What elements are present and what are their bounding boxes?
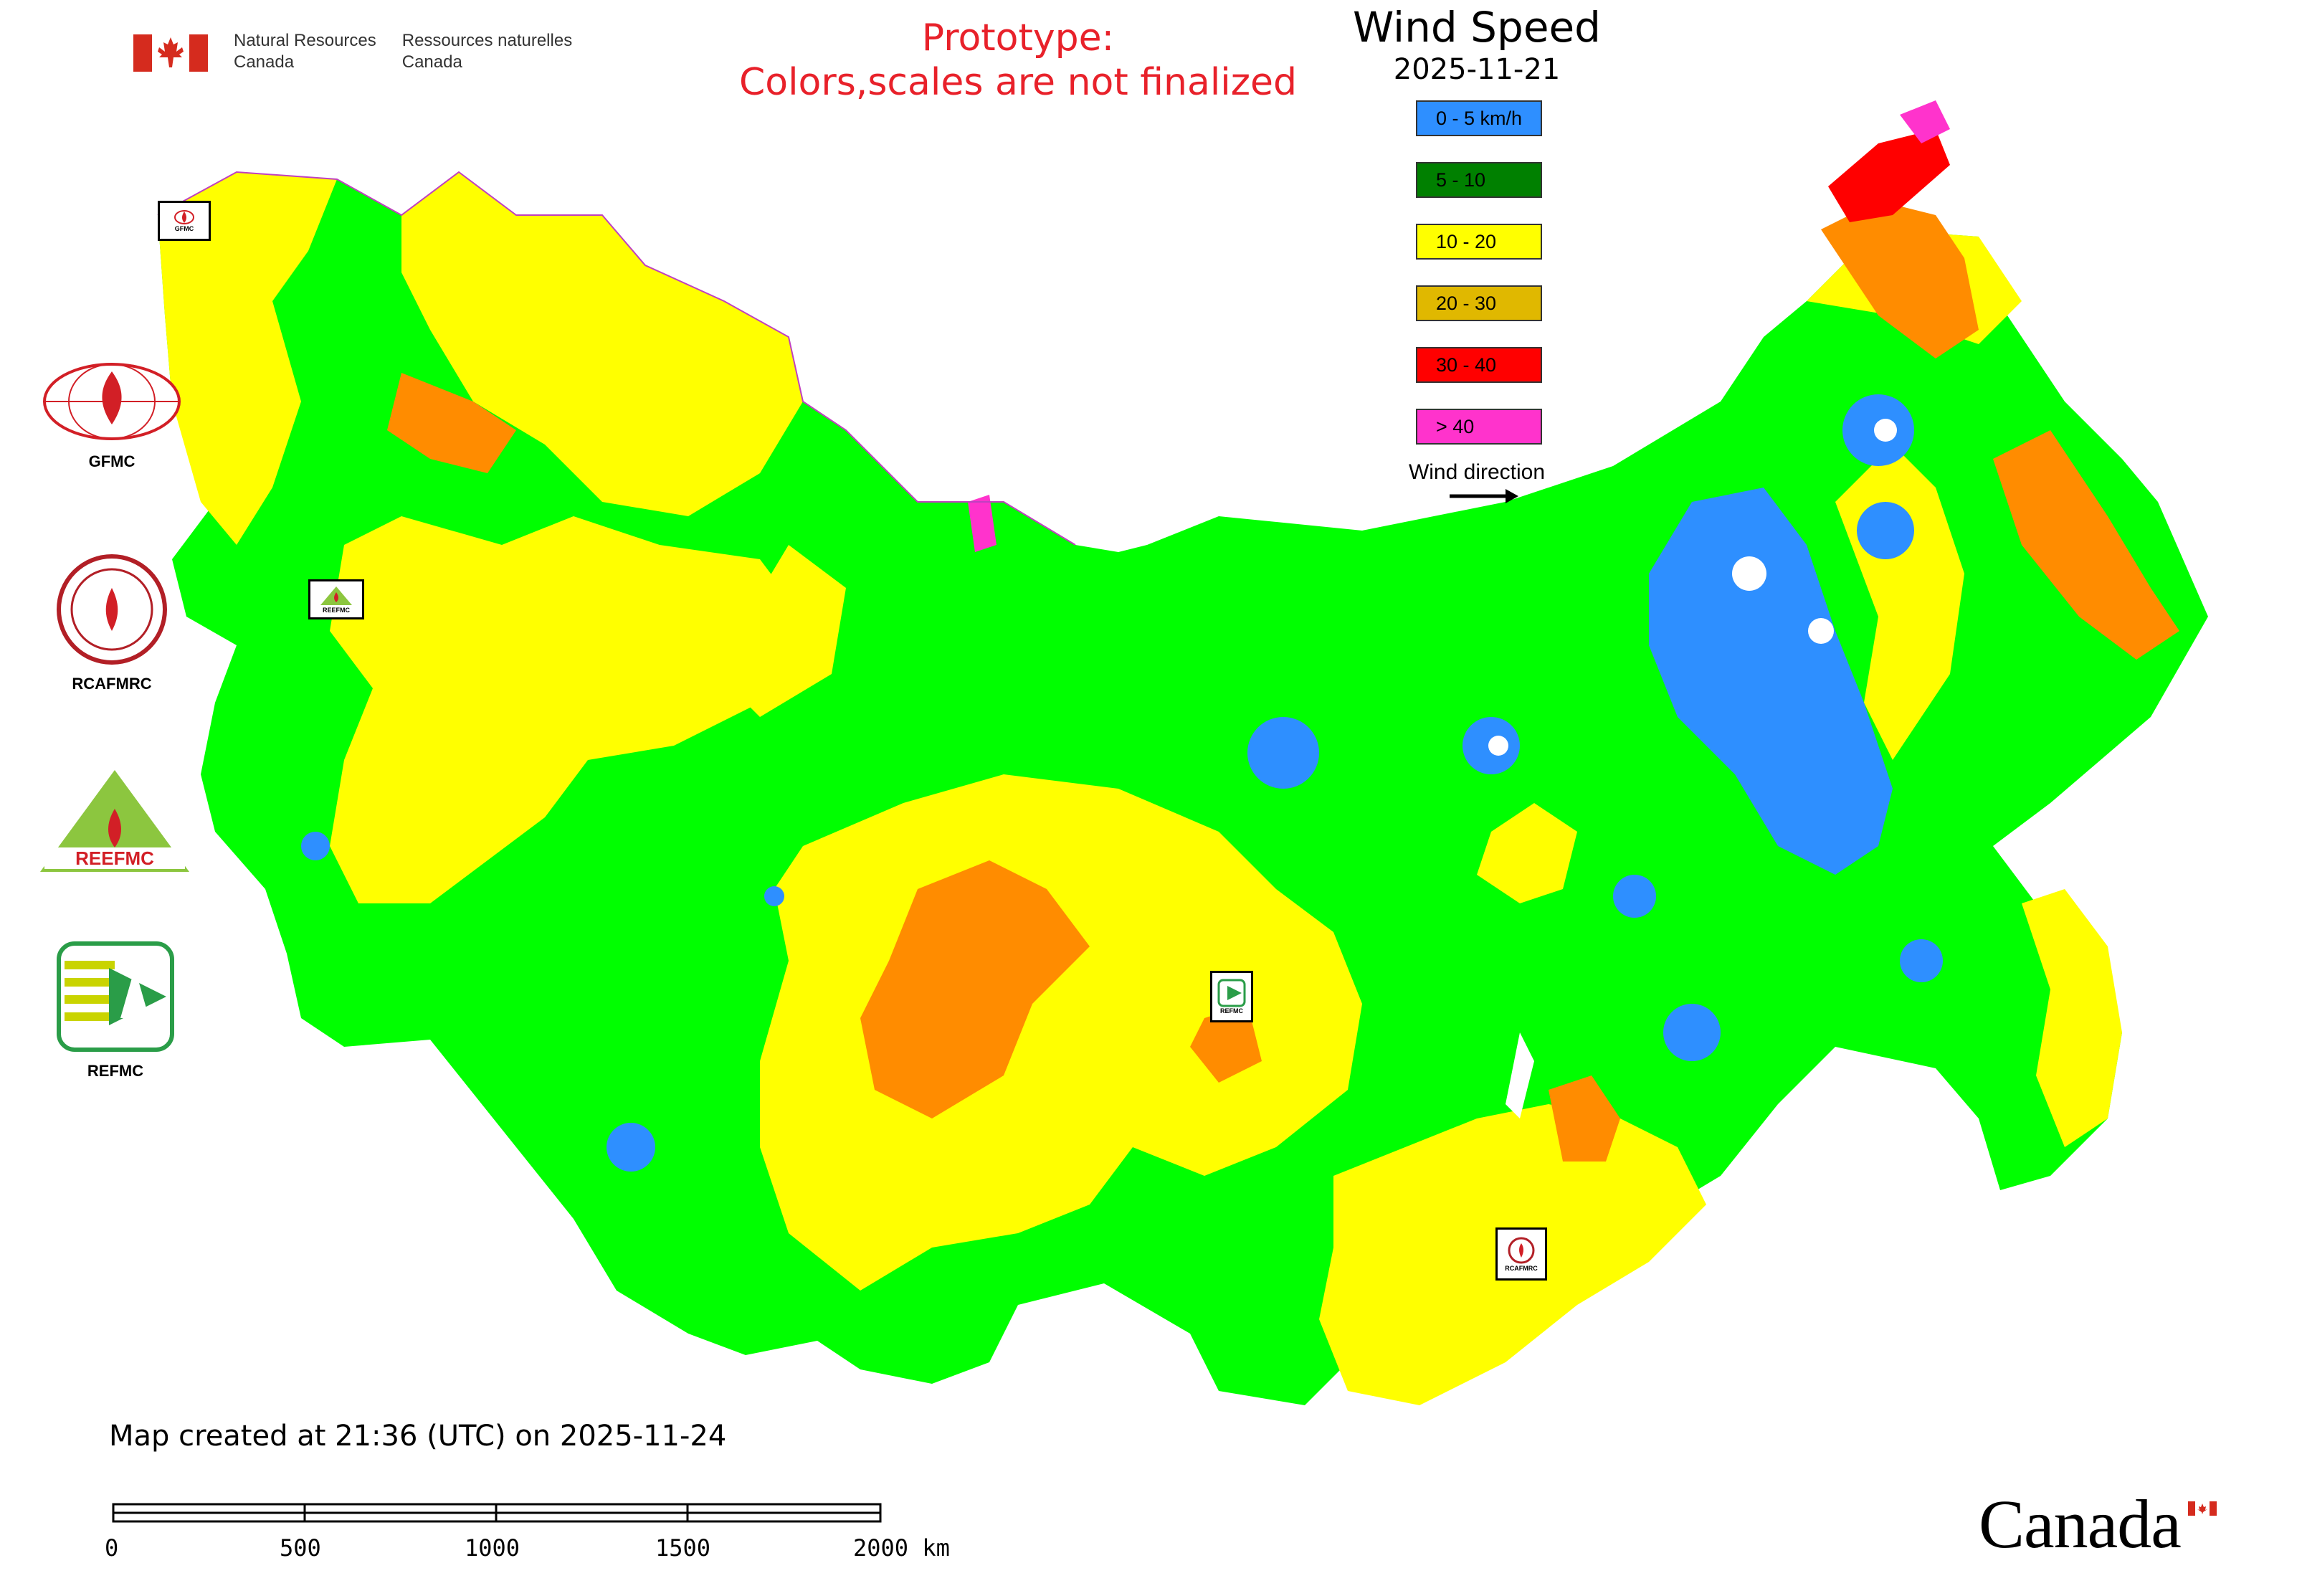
institution-rcafmrc: RCAFMRC bbox=[54, 552, 169, 693]
legend-wind-direction-label: Wind direction bbox=[1408, 460, 1546, 484]
gfmc-logo-icon bbox=[43, 363, 181, 440]
rcafmrc-logo-icon bbox=[57, 554, 167, 665]
marker-gfmc[interactable]: GFMC bbox=[158, 201, 211, 241]
scale-label-2000: 2000 km bbox=[853, 1534, 950, 1562]
rcafmrc-marker-icon bbox=[1508, 1237, 1535, 1264]
legend-title: Wind Speed bbox=[1352, 3, 1602, 52]
marker-rcafmrc[interactable]: RCAFMRC bbox=[1495, 1227, 1547, 1281]
refmc-marker-icon bbox=[1217, 979, 1246, 1007]
fresh-wind-zones bbox=[387, 201, 2179, 1162]
svg-text:REEFMC: REEFMC bbox=[75, 847, 154, 869]
calm-wind-zones bbox=[301, 394, 1943, 1172]
water-bodies bbox=[1488, 419, 1897, 1118]
canada-flag-icon bbox=[133, 34, 208, 72]
canada-wordmark: Canada bbox=[1979, 1486, 2182, 1562]
prototype-notice: Prototype: Colors,scales are not finaliz… bbox=[645, 16, 1391, 105]
reefmc-marker-icon bbox=[320, 586, 352, 605]
marker-refmc[interactable]: REFMC bbox=[1210, 971, 1253, 1022]
institution-reefmc: REEFMC bbox=[37, 767, 192, 878]
legend-class-1: 5 - 10 bbox=[1416, 162, 1542, 198]
marker-rcafmrc-label: RCAFMRC bbox=[1505, 1265, 1538, 1272]
gov-name-fr-2: Canada bbox=[401, 52, 462, 72]
legend-class-4: 30 - 40 bbox=[1416, 347, 1542, 383]
scale-label-1500: 1500 bbox=[655, 1534, 711, 1562]
scale-label-500: 500 bbox=[280, 1534, 321, 1562]
gale-zone bbox=[1900, 100, 1950, 143]
institution-refmc-label: REFMC bbox=[87, 1062, 144, 1080]
gov-name-en-1: Natural Resources bbox=[234, 31, 376, 50]
canada-wordmark-flag-icon bbox=[2188, 1501, 2217, 1516]
prototype-notice-line2: Colors,scales are not finalized bbox=[738, 61, 1298, 104]
institution-refmc: REFMC bbox=[54, 939, 176, 1080]
institution-rcafmrc-label: RCAFMRC bbox=[72, 675, 152, 693]
government-signature: Natural Resources Canada Ressources natu… bbox=[133, 30, 572, 80]
gov-name-fr-1: Ressources naturelles bbox=[401, 31, 573, 50]
marker-refmc-label: REFMC bbox=[1220, 1007, 1243, 1015]
gov-name-en-2: Canada bbox=[234, 52, 295, 72]
scale-label-0: 0 bbox=[105, 1534, 119, 1562]
legend-class-2: 10 - 20 bbox=[1416, 224, 1542, 260]
marker-reefmc-label: REEFMC bbox=[323, 607, 350, 614]
marker-gfmc-label: GFMC bbox=[174, 225, 194, 232]
legend-date: 2025-11-21 bbox=[1393, 53, 1561, 86]
legend-class-3: 20 - 30 bbox=[1416, 285, 1542, 321]
institution-gfmc: GFMC bbox=[40, 358, 184, 471]
prototype-notice-line1: Prototype: bbox=[921, 16, 1115, 60]
gale-zone-2 bbox=[968, 495, 997, 552]
strong-wind-zone bbox=[1828, 129, 1950, 222]
coastline bbox=[157, 171, 1076, 546]
legend-class-5: > 40 bbox=[1416, 409, 1542, 445]
institution-gfmc-label: GFMC bbox=[88, 452, 135, 470]
legend-class-0: 0 - 5 km/h bbox=[1416, 100, 1542, 136]
wind-direction-arrow-icon bbox=[1450, 489, 1518, 503]
scale-bar bbox=[112, 1503, 882, 1523]
reefmc-logo-icon: REEFMC bbox=[40, 770, 189, 872]
marker-reefmc[interactable]: REEFMC bbox=[308, 579, 364, 619]
map-created-timestamp: Map created at 21:36 (UTC) on 2025-11-24 bbox=[109, 1420, 727, 1453]
gfmc-marker-icon bbox=[174, 210, 194, 224]
refmc-logo-icon bbox=[57, 941, 174, 1052]
scale-label-1000: 1000 bbox=[465, 1534, 520, 1562]
